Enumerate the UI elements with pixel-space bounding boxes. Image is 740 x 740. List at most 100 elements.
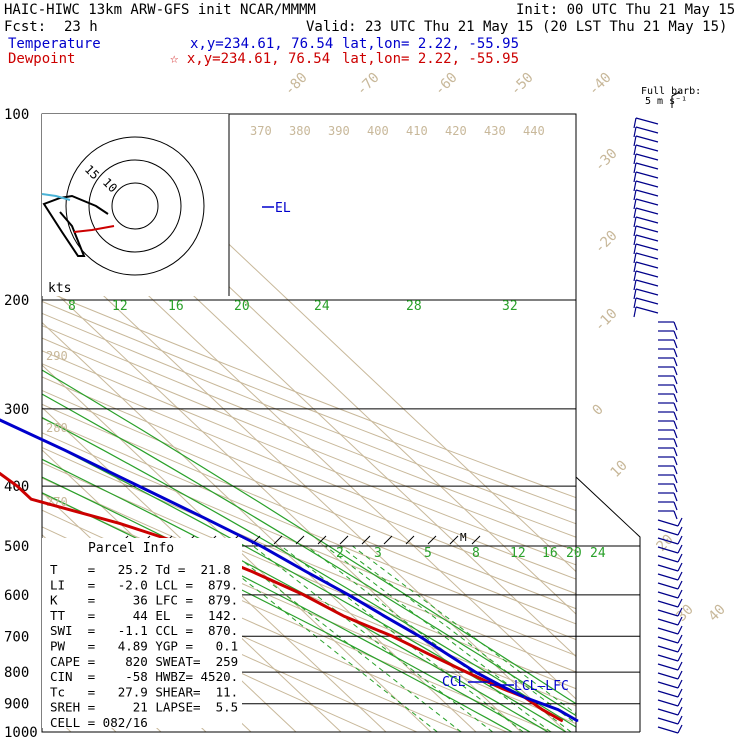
wind-barb-feather [677, 571, 683, 581]
model-title: HAIC-HIWC 13km ARW-GFS init NCAR/MMMM [4, 2, 316, 18]
wind-barb-feather [677, 535, 683, 545]
mixing-label-lower: 8 [472, 546, 480, 561]
isotherm-label: 10 [608, 458, 631, 481]
wind-barb-feather [633, 135, 637, 147]
barb-legend-value: 5 m s⁻¹ [645, 96, 687, 107]
parcel-info-row: TT = 44 EL = 142. [50, 608, 238, 623]
dry-adiabat-390 [42, 363, 576, 580]
mixing-label-upper: 24 [314, 299, 330, 314]
hatch-mark [383, 535, 393, 545]
wind-barb-feather [633, 198, 637, 210]
dry-adiabat-440 [42, 300, 576, 512]
dry-adiabat-340 [42, 432, 576, 657]
temperature-point [418, 635, 421, 637]
wind-barb [657, 672, 679, 680]
wind-barb-feather [673, 384, 678, 394]
isotherm--10 [42, 364, 432, 732]
wind-barb-feather [673, 348, 678, 358]
wind-barb [657, 681, 679, 689]
wind-barb-feather [677, 607, 683, 617]
dewpoint-point [391, 635, 394, 637]
wind-barb-feather [673, 429, 678, 439]
dewpoint-point [343, 615, 346, 617]
dewpoint-point [16, 485, 18, 487]
wind-barb-feather [677, 526, 683, 536]
wind-barb [657, 564, 679, 572]
dry-adiabat-320 [42, 462, 576, 690]
parcel-info-bg [42, 538, 242, 728]
mixing-label-lower: 12 [510, 546, 526, 561]
wind-barb-feather [673, 447, 678, 457]
wind-barb-feather [673, 465, 678, 475]
wind-barb [635, 207, 659, 215]
legend-dewpoint: Dewpoint [8, 51, 75, 67]
wind-barb-feather [673, 492, 678, 502]
wind-barb-feather [677, 724, 683, 734]
temperature-point [260, 545, 262, 547]
mixing-label-upper: 28 [406, 299, 422, 314]
wind-barb [657, 600, 679, 608]
isotherm-label: 0 [590, 402, 607, 419]
temperature-point [384, 615, 386, 617]
wind-barb [657, 609, 679, 617]
wind-barb-feather [633, 144, 637, 156]
wind-barb-feather [677, 598, 683, 608]
parcel-info-row: SWI = -1.1 CCL = 870. [50, 623, 238, 638]
hodograph-ring-outer [65, 136, 205, 276]
mixing-label-upper: 16 [168, 299, 184, 314]
temperature-xy: x,y=234.61, 76.54 [190, 36, 333, 52]
wind-barb-feather [633, 180, 637, 192]
wind-barb [657, 618, 679, 626]
dewpoint-point [501, 687, 503, 689]
pressure-tick-300: 300 [4, 402, 29, 418]
wind-barb [635, 162, 659, 170]
dry-adiabat-400 [42, 350, 576, 566]
dry-adiabat-450 [42, 289, 576, 499]
dewpoint-line [0, 471, 564, 723]
parcel-info-row: Tc = 27.9 SHEAR= 11. [50, 684, 238, 699]
wind-barb-feather [677, 625, 683, 635]
wind-barb-feather [677, 697, 683, 707]
temperature-point [447, 654, 449, 656]
parcel-info-row: T = 25.2 Td = 21.8 [50, 562, 231, 577]
wind-barb [635, 261, 659, 269]
wind-barb [657, 636, 679, 644]
pressure-tick-600: 600 [4, 588, 29, 604]
wind-barb-feather [673, 501, 678, 511]
wind-barb-feather [633, 279, 637, 291]
wind-barb-feather [633, 225, 637, 237]
mixing-label-upper: 32 [502, 299, 518, 314]
pressure-tick-500: 500 [4, 539, 29, 555]
wind-barb-feather [673, 438, 678, 448]
mixing-label-lower: 20 [566, 546, 582, 561]
dry-adiabat-370 [42, 389, 576, 610]
pressure-tick-700: 700 [4, 629, 29, 645]
wind-barb [657, 663, 679, 671]
wind-barb [657, 546, 679, 554]
wind-barb-feather [673, 321, 678, 331]
wind-barb-feather [677, 553, 683, 563]
hatch-mark [339, 535, 349, 545]
wind-barb-feather [633, 126, 637, 138]
theta-label-top: 440 [523, 124, 545, 138]
isotherm-label: -10 [592, 306, 621, 335]
dry-adiabat-430 [42, 312, 576, 525]
temperature-point [474, 671, 477, 673]
wind-barb [657, 519, 679, 527]
temperature-latlon: lat,lon= 2.22, -55.95 [342, 36, 519, 52]
hodograph-unit: kts [48, 281, 71, 296]
wind-barb-feather [677, 589, 683, 599]
isotherm-label: -30 [592, 146, 621, 175]
wind-barb-feather [677, 670, 683, 680]
wind-barb-feather [633, 171, 637, 183]
wind-barb-column: Full barb: 5 m s⁻¹ [633, 86, 701, 734]
wind-barb [657, 591, 679, 599]
wind-barb [635, 225, 659, 233]
mixing-ratio-3 [223, 545, 462, 732]
wind-barb [657, 528, 679, 536]
legend-temperature: Temperature [8, 36, 101, 52]
pressure-tick-800: 800 [4, 665, 29, 681]
mixing-label-lower: 24 [590, 546, 606, 561]
